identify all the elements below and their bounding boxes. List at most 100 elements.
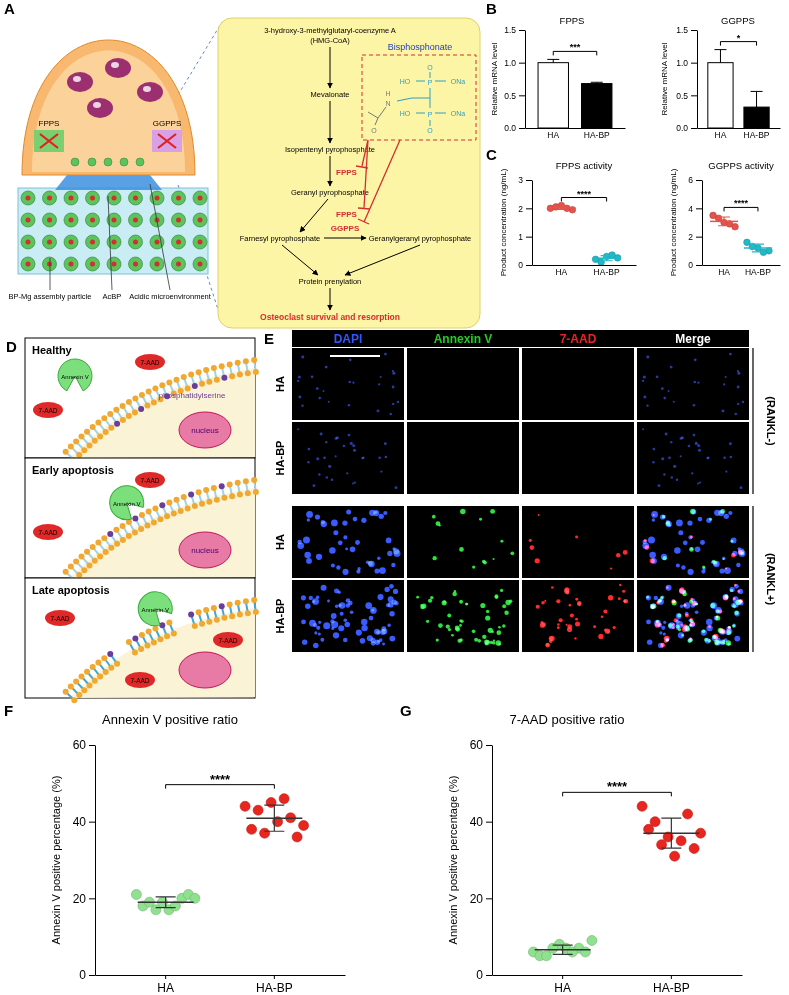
acidic-zone (55, 175, 162, 190)
cell-dot (652, 461, 654, 463)
cell-dot (502, 624, 506, 628)
bp-core (26, 218, 31, 223)
cell-dot (715, 642, 719, 646)
error-bar (264, 805, 284, 831)
cell-dot (601, 615, 604, 618)
cell-dot (361, 625, 367, 631)
diagram-a: FPPSGGPPSBP-Mg assembly particleAcBPAcid… (9, 18, 480, 328)
annexin (131, 585, 178, 632)
tick-mark (486, 975, 492, 976)
cell-dot (622, 590, 625, 593)
cell-dot (695, 547, 701, 553)
cell-dot (369, 616, 374, 621)
y-tick: 40 (73, 815, 95, 829)
cell-dot (485, 615, 490, 620)
cell-dot (389, 636, 395, 642)
cell-dot (305, 603, 310, 608)
lipid-head (97, 553, 103, 559)
chart: 0246HAHA-BP****GGPPS activityProduct con… (669, 160, 781, 277)
cell-dot (352, 444, 355, 447)
cell-dot (684, 604, 687, 607)
cell-dot (671, 476, 673, 478)
axis-line (95, 746, 96, 976)
cell-dot (504, 610, 508, 614)
lipid-head (235, 480, 241, 486)
cell-dot (551, 586, 554, 589)
cell-dot (529, 539, 532, 542)
panel-label: E (264, 330, 274, 347)
bp-particle (86, 213, 100, 227)
cell-dot (605, 628, 610, 633)
cell-dot (730, 589, 733, 592)
bp-core (155, 240, 160, 245)
tick-label: HA-BP (745, 267, 771, 277)
group-label: (RANKL+) (765, 553, 777, 606)
bp-particle (129, 235, 143, 249)
cell-dot (326, 476, 328, 478)
cell-dot (545, 643, 550, 648)
chart-title: FPPS (560, 15, 585, 26)
lipid-head (214, 497, 220, 503)
lipid-tail (207, 492, 209, 500)
cell-dot (384, 442, 387, 445)
stage-box (25, 578, 255, 698)
lipid-head (221, 495, 227, 501)
lipid-head (192, 503, 198, 509)
cell-label: Acidic microenvironment (129, 292, 212, 301)
pathway-step: Isopentenyl pyrophosphate (285, 145, 375, 154)
cell-dot (623, 550, 628, 555)
micrograph (292, 422, 404, 494)
lipid-tail (100, 424, 105, 430)
lipid-tail (192, 496, 194, 504)
point (131, 890, 141, 900)
cell-dot (650, 558, 655, 563)
tick-label: HA (718, 267, 730, 277)
point (240, 801, 250, 811)
cell-dot (535, 558, 540, 563)
leader-line (50, 184, 170, 290)
lipid-head (229, 493, 235, 499)
lipid-head (237, 372, 243, 378)
bp-particle (64, 213, 78, 227)
cell-dot (689, 622, 695, 628)
cell-dot (661, 626, 665, 630)
micrograph (407, 506, 519, 578)
cell-dot (742, 401, 745, 404)
micrograph (637, 348, 749, 420)
marks (710, 212, 773, 255)
bp-core (47, 240, 52, 245)
cell-dot (343, 445, 346, 448)
lipid-tail (207, 372, 209, 380)
cell-dot (728, 643, 731, 646)
cell-dot (343, 638, 348, 643)
lipid-head (95, 660, 101, 666)
lipid-head (243, 478, 249, 484)
cell-dot (536, 605, 540, 609)
y-tick: 1.5 (676, 25, 697, 35)
tick-label: 6 (688, 175, 693, 185)
cell-dot (459, 624, 462, 627)
cell-dot (646, 404, 648, 406)
bar (538, 63, 568, 128)
atom: HO (400, 78, 411, 85)
y-tick: 60 (73, 738, 95, 752)
cell-dot (377, 594, 383, 600)
lipid-head (206, 499, 212, 505)
bp-particle (64, 191, 78, 205)
cell-dot (737, 403, 739, 405)
tick-label: 1.5 (504, 25, 516, 35)
cell-dot (720, 641, 723, 644)
row-label: HA-BP (274, 599, 286, 634)
bp-particle-internalised (120, 158, 128, 166)
pathway-step: Farnesyl pyrophosphate (240, 234, 320, 243)
atom: ONa (451, 78, 466, 85)
cell-dot (297, 428, 299, 430)
lipid-head (227, 601, 233, 607)
tick-label: HA (555, 267, 567, 277)
cell-dot (676, 613, 682, 619)
cell-dot (676, 563, 680, 567)
cytoplasm (70, 368, 255, 458)
lipid-head (108, 665, 114, 671)
lipid-head (63, 689, 69, 695)
row-label: HA (274, 376, 286, 392)
